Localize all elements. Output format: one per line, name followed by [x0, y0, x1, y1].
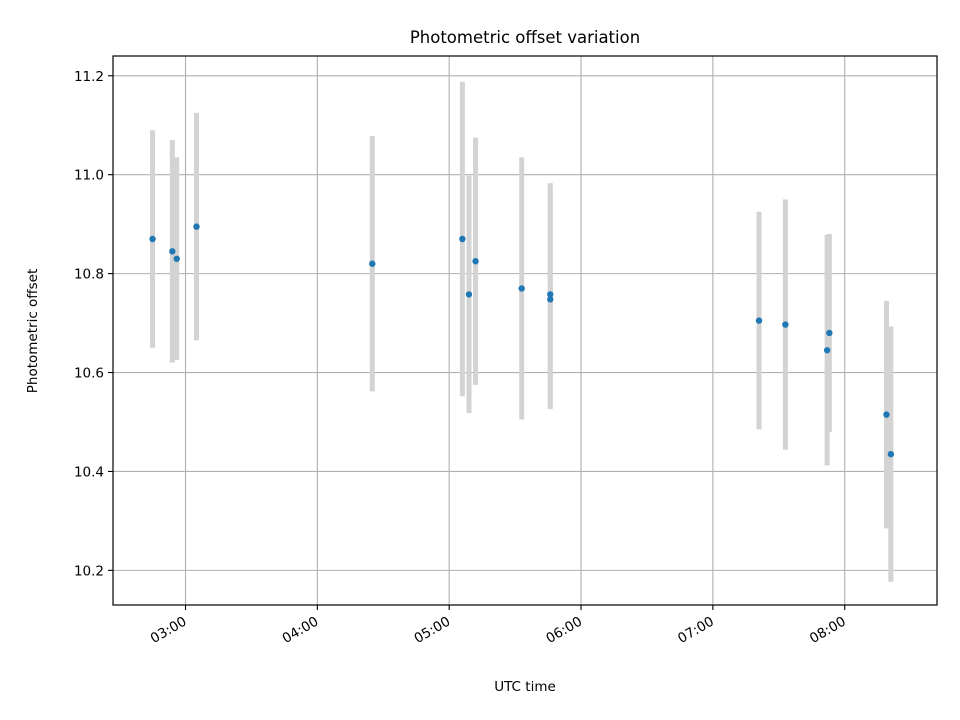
data-point [823, 347, 831, 354]
data-point [883, 411, 890, 418]
y-axis-label: Photometric offset [25, 269, 41, 393]
y-tick-label: 11.0 [74, 168, 104, 184]
data-point [755, 317, 763, 324]
data-point [887, 450, 895, 458]
data-point [547, 296, 554, 303]
data-point [472, 258, 479, 265]
data-point [518, 285, 525, 292]
y-tick-label: 10.6 [74, 366, 104, 382]
y-tick-label: 10.4 [74, 464, 104, 480]
y-tick-label: 10.2 [74, 563, 104, 579]
data-point [173, 255, 180, 262]
data-point [193, 223, 200, 230]
plot-frame [112, 55, 938, 606]
y-axis-ticks: 10.2 10.4 10.6 10.8 11.0 11.2 [74, 69, 113, 579]
data-point [826, 329, 833, 337]
y-tick-label: 11.2 [74, 69, 104, 85]
data-point [465, 291, 473, 298]
y-tick-label: 10.8 [74, 267, 104, 283]
data-point [459, 235, 466, 243]
data-point [169, 248, 176, 255]
data-point [369, 260, 376, 267]
data-point [782, 321, 789, 328]
x-axis-label: UTC time [494, 679, 556, 695]
grid-lines [113, 56, 937, 605]
data-point [547, 291, 554, 298]
data-points [149, 223, 895, 458]
chart-title: Photometric offset variation [410, 28, 640, 47]
data-point [149, 235, 156, 243]
